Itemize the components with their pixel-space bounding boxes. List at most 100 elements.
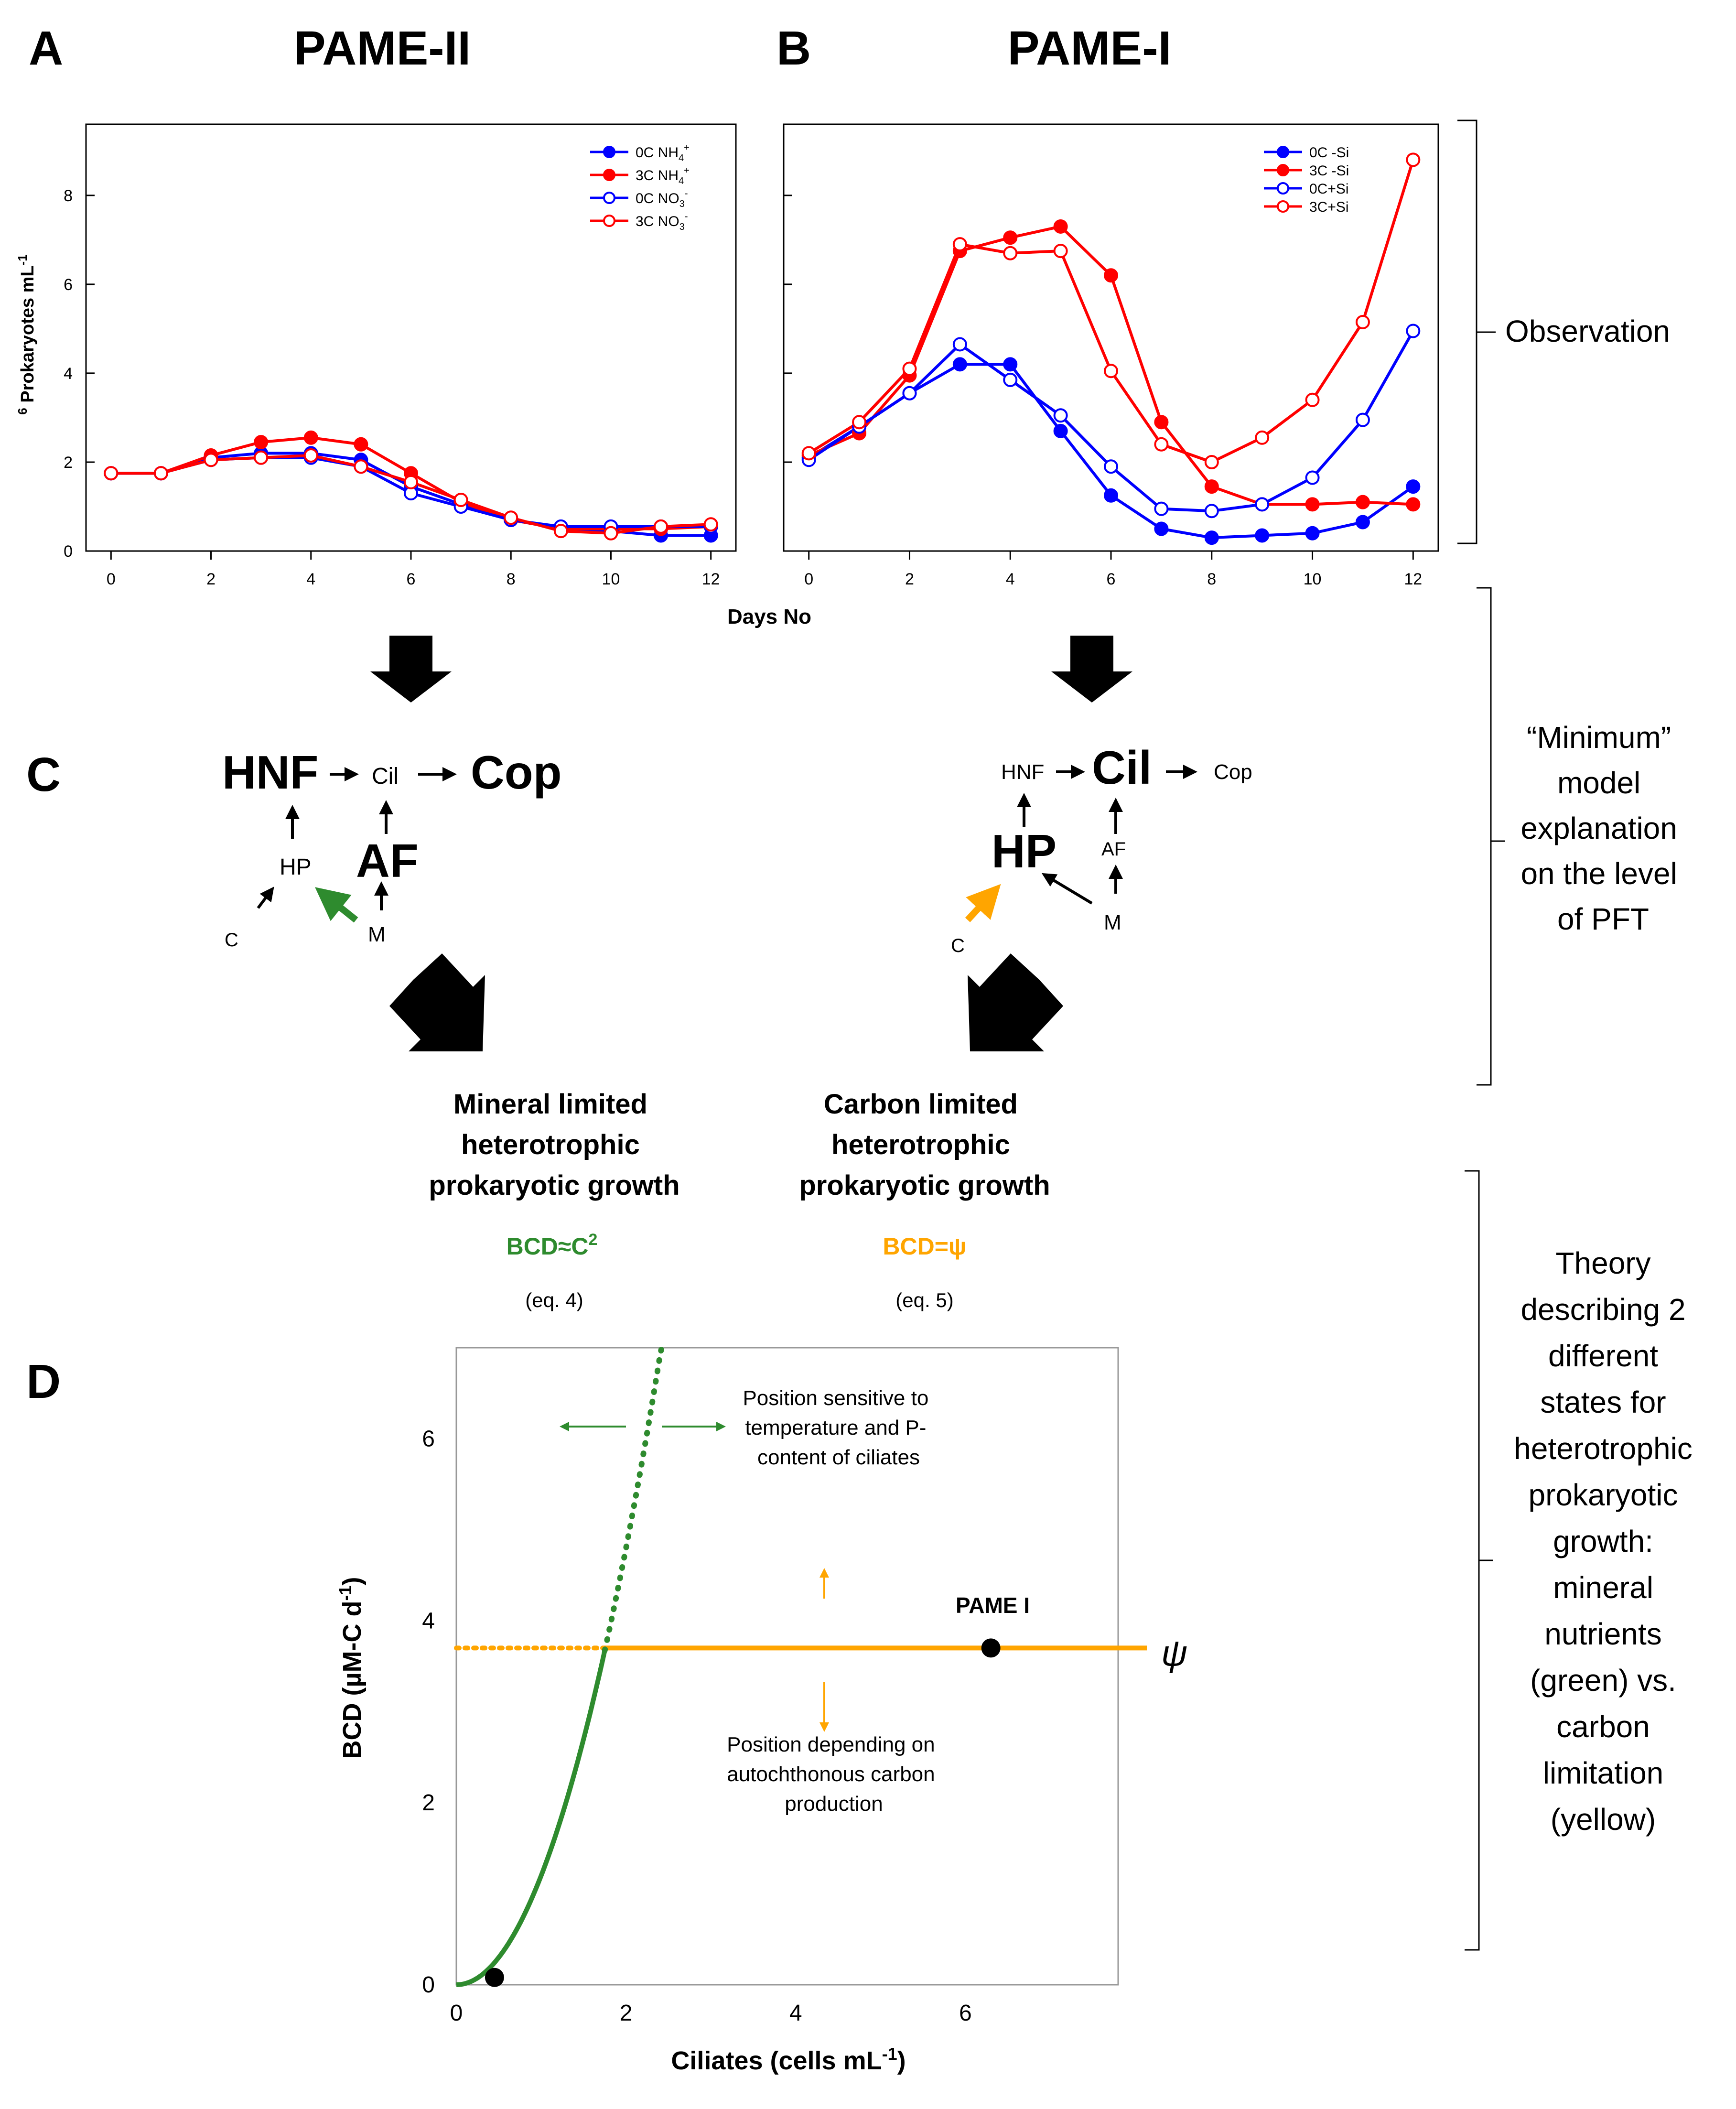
result-carbon-line-3: prokaryotic growth	[799, 1170, 1050, 1201]
side-label-theory-line-2: describing 2	[1520, 1292, 1685, 1327]
chart-a-data-point	[104, 466, 119, 481]
panel-title-a: PAME-II	[294, 22, 471, 75]
chart-a-legend-label: 3C NH4+	[636, 165, 690, 186]
chart-a-data-point	[153, 466, 168, 481]
chart-b-x-tick-label: 4	[1006, 570, 1015, 588]
chart-b-data-point	[1003, 246, 1018, 260]
side-label-theory-line-5: heterotrophic	[1514, 1431, 1693, 1466]
side-label-model-line-2: model	[1557, 766, 1640, 800]
chart-d-curve-dotted	[602, 1345, 665, 1654]
node-hp-left: HP	[280, 854, 312, 880]
side-label-theory-line-8: mineral	[1553, 1570, 1653, 1605]
chart-a-data-point	[604, 526, 618, 541]
chart-b-x-tick-label: 0	[804, 570, 813, 588]
node-af-left: AF	[356, 834, 419, 887]
chart-b-data-point	[1406, 324, 1421, 338]
node-hnf-right: HNF	[1001, 760, 1044, 784]
chart-d-x-tick-label: 6	[959, 2001, 972, 2026]
chart-a-x-tick-label: 0	[107, 570, 116, 588]
side-label-model-line-5: of PFT	[1557, 902, 1649, 936]
chart-a-data-point	[553, 524, 568, 539]
chart-b-data-point	[852, 415, 867, 430]
chart-b-legend-marker	[1277, 200, 1289, 213]
bracket-observation	[1457, 119, 1496, 544]
side-label-theory-line-7: growth:	[1553, 1524, 1653, 1558]
annotation-green-line-3: content of ciliates	[757, 1446, 920, 1469]
chart-b-data-point	[1255, 528, 1270, 543]
node-m-right: M	[1104, 911, 1121, 934]
chart-b-data-point	[1053, 408, 1068, 423]
chart-b-data-point	[1355, 495, 1370, 509]
arrow-c-hp-right	[965, 884, 1001, 922]
chart-b-data-point	[1355, 314, 1370, 329]
eq-mineral: (eq. 4)	[525, 1289, 583, 1311]
big-arrow-left-2	[389, 953, 485, 1051]
node-hnf-left: HNF	[222, 746, 318, 799]
chart-a-legend-marker	[603, 169, 615, 181]
chart-b-legend-label: 3C+Si	[1309, 199, 1349, 215]
chart-b-data-point	[1406, 497, 1421, 512]
chart-b-data-point	[902, 361, 917, 376]
arrow-m-hp-right	[1041, 873, 1093, 905]
chart-d-y-tick-label: 0	[422, 1972, 435, 1998]
chart-a-x-tick-label: 4	[306, 570, 315, 588]
chart-a-data-point	[303, 430, 318, 445]
chart-a-data-point	[303, 448, 318, 463]
panel-letter-d: D	[26, 1355, 61, 1408]
annotation-orange-line-2: autochthonous carbon	[727, 1763, 935, 1786]
chart-a-y-tick-label: 0	[64, 542, 73, 561]
chart-b-legend-label: 3C -Si	[1309, 163, 1349, 179]
side-label-theory: Theory describing 2 different states for het…	[1514, 1246, 1693, 1837]
chart-a-legend-label: 0C NH4+	[636, 142, 690, 163]
chart-a-y-label: 6 Prokaryotes mL-1	[15, 254, 38, 414]
node-c-right: C	[951, 935, 965, 956]
chart-a-data-point	[354, 459, 368, 474]
chart-d-frame	[455, 1347, 1119, 1986]
chart-d-curve-solid	[456, 1650, 607, 1987]
node-cil-right: Cil	[1092, 741, 1152, 794]
chart-b-data-point	[1204, 530, 1219, 545]
chart-b-data-point	[1355, 515, 1370, 530]
chart-b-x-tick-label: 6	[1107, 570, 1116, 588]
chart-a-y-tick-label: 6	[64, 276, 73, 294]
chart-b-data-point	[1305, 470, 1320, 485]
chart-a-legend-label: 3C NO3-	[636, 211, 688, 232]
eq-carbon: (eq. 5)	[895, 1289, 953, 1311]
chart-d-y-tick-label: 2	[422, 1790, 435, 1816]
big-arrow-right-1	[1051, 636, 1132, 703]
side-label-theory-line-9: nutrients	[1544, 1617, 1661, 1651]
big-arrow-right-2	[968, 953, 1063, 1051]
chart-d-psi-label: ψ	[1161, 1633, 1187, 1674]
chart-b-legend-marker	[1277, 182, 1289, 195]
annotation-orange: Position depending on autochthonous carb…	[727, 1733, 941, 1816]
node-af-right: AF	[1101, 839, 1126, 860]
chart-a-x-tick-label: 6	[407, 570, 416, 588]
chart-d-point	[981, 1638, 1001, 1658]
node-cop-right: Cop	[1214, 760, 1252, 784]
chart-a-legend-label: 0C NO3-	[636, 188, 688, 209]
chart-a-data-point	[453, 493, 468, 508]
node-cop-left: Cop	[471, 746, 562, 799]
chart-b-data-point	[1003, 372, 1018, 387]
panel-letter-b: B	[776, 22, 811, 75]
chart-b-data-point	[1003, 230, 1018, 245]
result-carbon: Carbon limited heterotrophic prokaryotic…	[799, 1089, 1050, 1201]
chart-d-point	[485, 1968, 504, 1987]
annotation-green-line-2: temperature and P-	[745, 1416, 926, 1439]
big-arrow-left-1	[370, 636, 452, 703]
chart-d-y-tick-label: 4	[422, 1608, 435, 1633]
annotation-green-line-1: Position sensitive to	[743, 1386, 928, 1410]
formula-mineral: BCD≈C2	[507, 1231, 598, 1260]
chart-d: 0 2 4 6 0 2 4 6 ψ PAME I Position sensitive to …	[335, 1345, 1187, 2075]
chart-b-legend-marker	[1277, 146, 1289, 158]
chart-a-data-point	[504, 510, 518, 525]
chart-d-point-label: PAME I	[956, 1593, 1030, 1618]
chart-b-data-point	[902, 386, 917, 400]
chart-b-data-point	[1104, 268, 1118, 283]
chart-b: 0 2 4 6 8 10 12 0C -Si 3C -Si 0C+Si 3C+Si	[783, 123, 1439, 588]
chart-a-x-tick-label: 12	[702, 570, 720, 588]
chart-d-x-tick-label: 2	[620, 2001, 633, 2026]
shared-x-label: Days No	[727, 605, 811, 628]
bracket-theory	[1465, 1170, 1493, 1951]
